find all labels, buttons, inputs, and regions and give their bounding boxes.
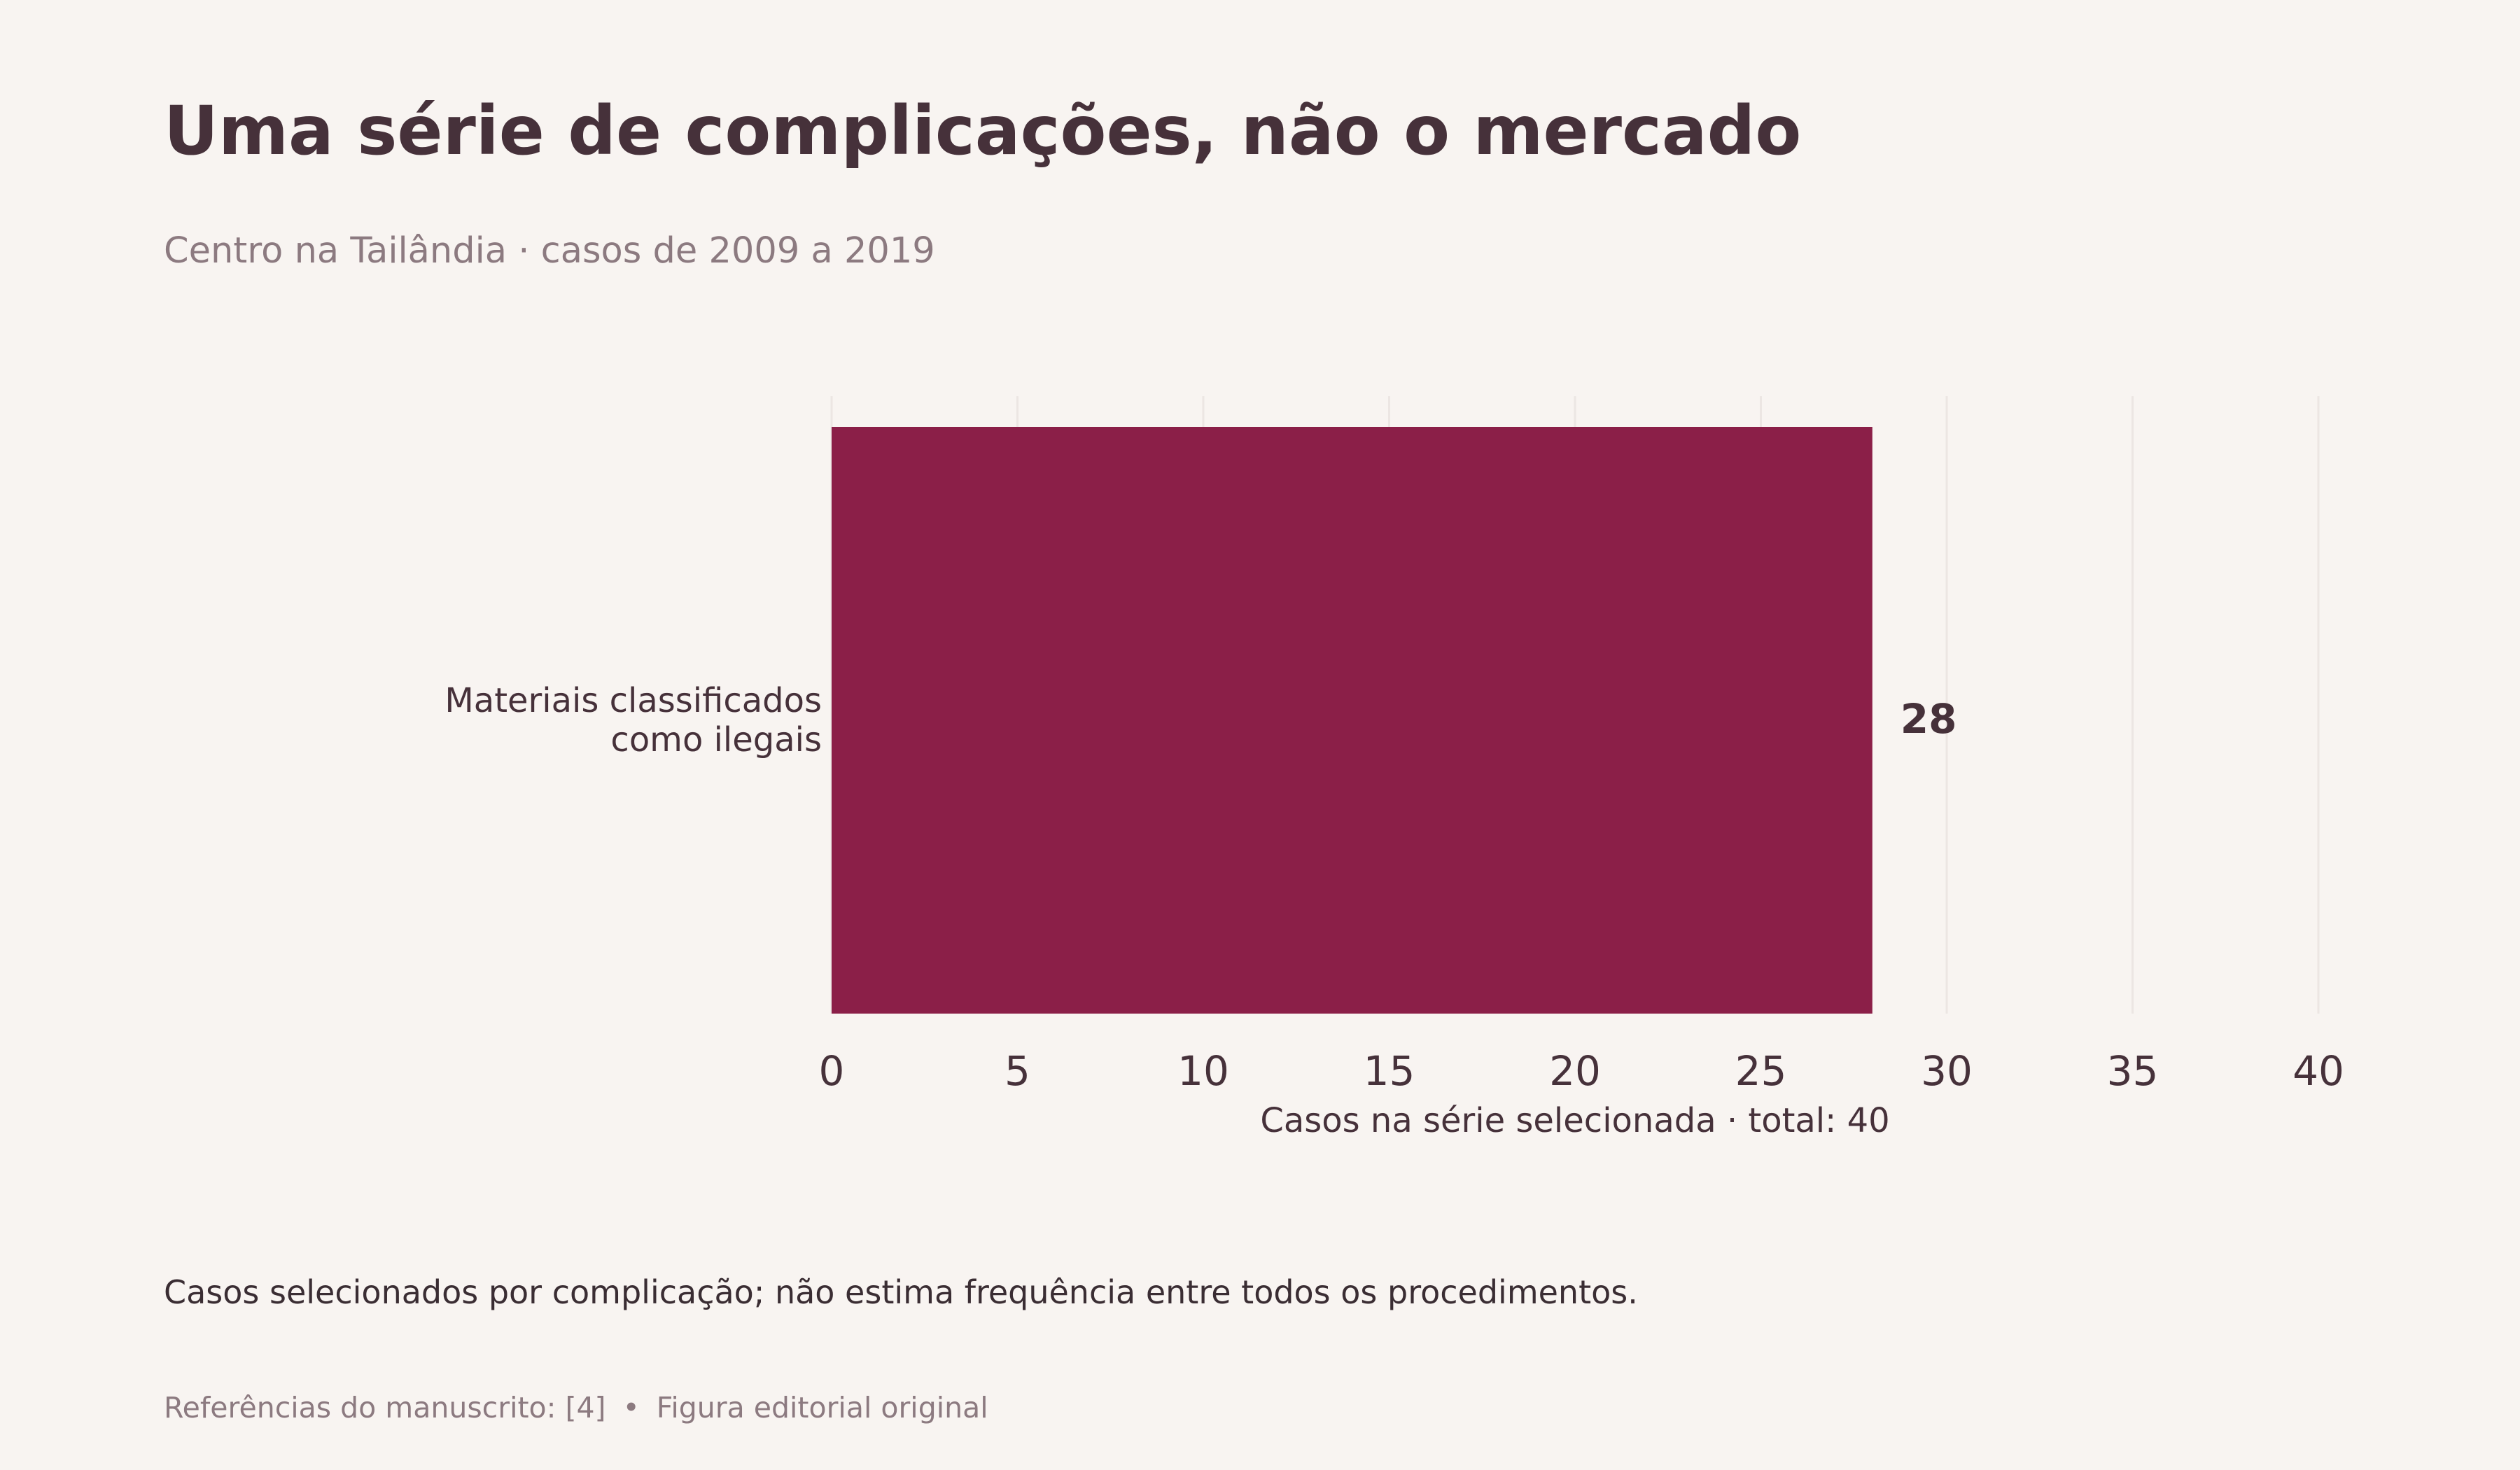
bar-chart: Materiais classificados como ilegais 28 0 5 1…	[444, 396, 2344, 1140]
chart-title: Uma série de complicações, não o mercado	[164, 92, 1802, 170]
bar	[832, 427, 1872, 1014]
footer-credit: Figura editorial original	[656, 1391, 988, 1424]
x-axis-label: Casos na série selecionada · total: 40	[1260, 1101, 1889, 1140]
x-tick-label: 5	[1004, 1047, 1030, 1095]
x-tick-label: 20	[1549, 1047, 1601, 1095]
footer-separator: •	[622, 1391, 640, 1424]
x-tick-label: 25	[1735, 1047, 1787, 1095]
x-tick-label: 10	[1177, 1047, 1229, 1095]
chart-footer: Referências do manuscrito: [4] • Figura ed…	[164, 1391, 988, 1425]
category-label: Materiais classificados como ilegais	[444, 681, 822, 760]
x-tick-label: 30	[1921, 1047, 1973, 1095]
x-tick-label: 35	[2107, 1047, 2159, 1095]
chart-subtitle: Centro na Tailândia · casos de 2009 a 20…	[164, 230, 935, 272]
x-tick-label: 0	[819, 1047, 845, 1095]
x-tick-label: 40	[2292, 1047, 2344, 1095]
chart-note: Casos selecionados por complicação; não …	[164, 1273, 1638, 1311]
data-label: 28	[1900, 695, 1957, 743]
x-tick-label: 15	[1364, 1047, 1415, 1095]
footer-references: Referências do manuscrito: [4]	[164, 1391, 606, 1424]
